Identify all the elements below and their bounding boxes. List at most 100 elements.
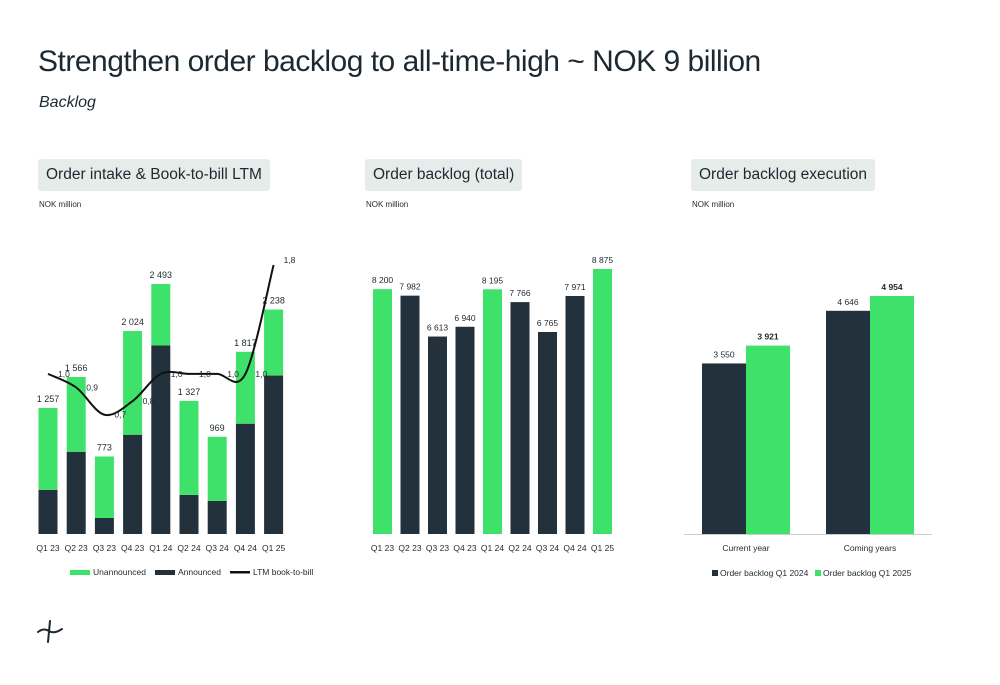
x-tick-label: Q1 24 [481,543,504,553]
bar-announced [235,423,255,534]
unit-label-order-backlog: NOK million [366,200,409,209]
bar-announced [151,345,171,534]
legend-swatch-announced [155,570,175,575]
bar-unannounced [235,351,255,424]
x-tick-label: Q4 24 [563,543,586,553]
panel-title-order-intake: Order intake & Book-to-bill LTM [38,159,270,191]
line-value-label: 1,0 [171,369,183,379]
data-label-backlog: 6 940 [454,313,476,323]
bar-unannounced [66,376,86,452]
bar-unannounced [264,309,284,376]
x-tick-label: Q1 25 [262,543,285,553]
data-label-execution: 3 921 [757,332,779,342]
bar-backlog-q1-2025 [746,345,790,534]
line-value-label: 0,7 [114,410,126,420]
data-label-backlog: 7 982 [399,282,421,292]
bar-announced [207,500,227,534]
data-label-backlog: 7 971 [564,282,586,292]
bar-backlog [455,326,475,534]
x-tick-label: Coming years [844,543,896,553]
legend-swatch-q1-2025 [815,570,821,576]
x-tick-label: Q2 23 [65,543,88,553]
x-tick-label: Current year [722,543,769,553]
line-value-label: 1,0 [58,369,70,379]
data-label-backlog: 8 875 [592,255,614,265]
legend-label-ltm: LTM book-to-bill [253,567,313,577]
legend-swatch-ltm [230,571,250,574]
bar-announced [66,451,86,534]
bar-backlog [373,289,392,534]
x-tick-label: Q1 25 [591,543,614,553]
legend-label-q1-2025: Order backlog Q1 2025 [823,568,912,578]
data-label-total: 1 257 [37,394,60,404]
brand-logo-icon [37,620,63,643]
bar-announced [123,434,143,534]
bar-unannounced [207,436,227,501]
data-label-total: 2 024 [121,317,144,327]
bar-unannounced [123,331,143,435]
unit-label-backlog-execution: NOK million [692,200,735,209]
x-tick-label: Q3 23 [426,543,449,553]
legend-swatch-unannounced [70,570,90,575]
data-label-total: 2 493 [150,270,173,280]
bar-unannounced [94,456,114,518]
x-tick-label: Q3 23 [93,543,116,553]
panel-title-backlog-execution: Order backlog execution [691,159,876,191]
bar-backlog-q1-2024 [826,310,870,534]
legend-label-announced: Announced [178,567,221,577]
page-title: Strengthen order backlog to all-time-hig… [38,45,761,78]
x-tick-label: Q4 23 [453,543,476,553]
line-value-label: 1,0 [255,369,267,379]
x-tick-label: Q3 24 [206,543,229,553]
unit-label-order-intake: NOK million [39,200,82,209]
x-tick-label: Q2 24 [177,543,200,553]
x-tick-label: Q1 23 [36,543,59,553]
bar-backlog [593,269,612,534]
data-label-execution: 3 550 [713,349,735,359]
bar-backlog [510,302,530,534]
legend-swatch-q1-2024 [712,570,718,576]
data-label-backlog: 6 765 [537,318,559,328]
bar-backlog-q1-2025 [870,296,914,534]
data-label-total: 2 238 [262,296,285,306]
data-label-total: 1 817 [234,338,257,348]
bar-unannounced [38,407,58,490]
x-tick-label: Q2 24 [508,543,531,553]
data-label-backlog: 8 200 [372,275,394,285]
bar-backlog [428,336,447,534]
data-label-backlog: 6 613 [427,323,449,333]
legend-label-q1-2024: Order backlog Q1 2024 [720,568,809,578]
bar-backlog [400,295,420,534]
data-label-execution: 4 954 [881,282,903,292]
x-tick-label: Q2 23 [398,543,421,553]
bar-backlog-q1-2024 [702,363,746,534]
x-tick-label: Q3 24 [536,543,559,553]
bar-announced [94,517,114,534]
legend-label-unannounced: Unannounced [93,567,146,577]
bar-unannounced [151,284,171,346]
bar-announced [179,494,199,534]
bar-unannounced [179,400,199,495]
bar-backlog [483,289,502,534]
line-value-label: 1,8 [284,255,296,265]
bar-backlog [565,295,585,534]
line-value-label: 1,0 [199,369,211,379]
x-tick-label: Q1 24 [149,543,172,553]
data-label-total: 1 566 [65,363,88,373]
line-value-label: 0,8 [143,396,155,406]
bar-backlog [538,332,557,534]
data-label-backlog: 7 766 [509,288,531,298]
series-line-ltm-book-to-bill [47,264,275,417]
x-tick-label: Q4 24 [234,543,257,553]
bar-announced [38,489,58,534]
data-label-total: 969 [210,423,225,433]
line-value-label: 0,9 [86,383,98,393]
data-label-total: 1 327 [178,387,201,397]
page-subtitle: Backlog [39,94,96,111]
line-value-label: 1,0 [227,369,239,379]
data-label-execution: 4 646 [837,297,859,307]
x-tick-label: Q4 23 [121,543,144,553]
bar-announced [264,375,284,534]
data-label-backlog: 8 195 [482,275,504,285]
